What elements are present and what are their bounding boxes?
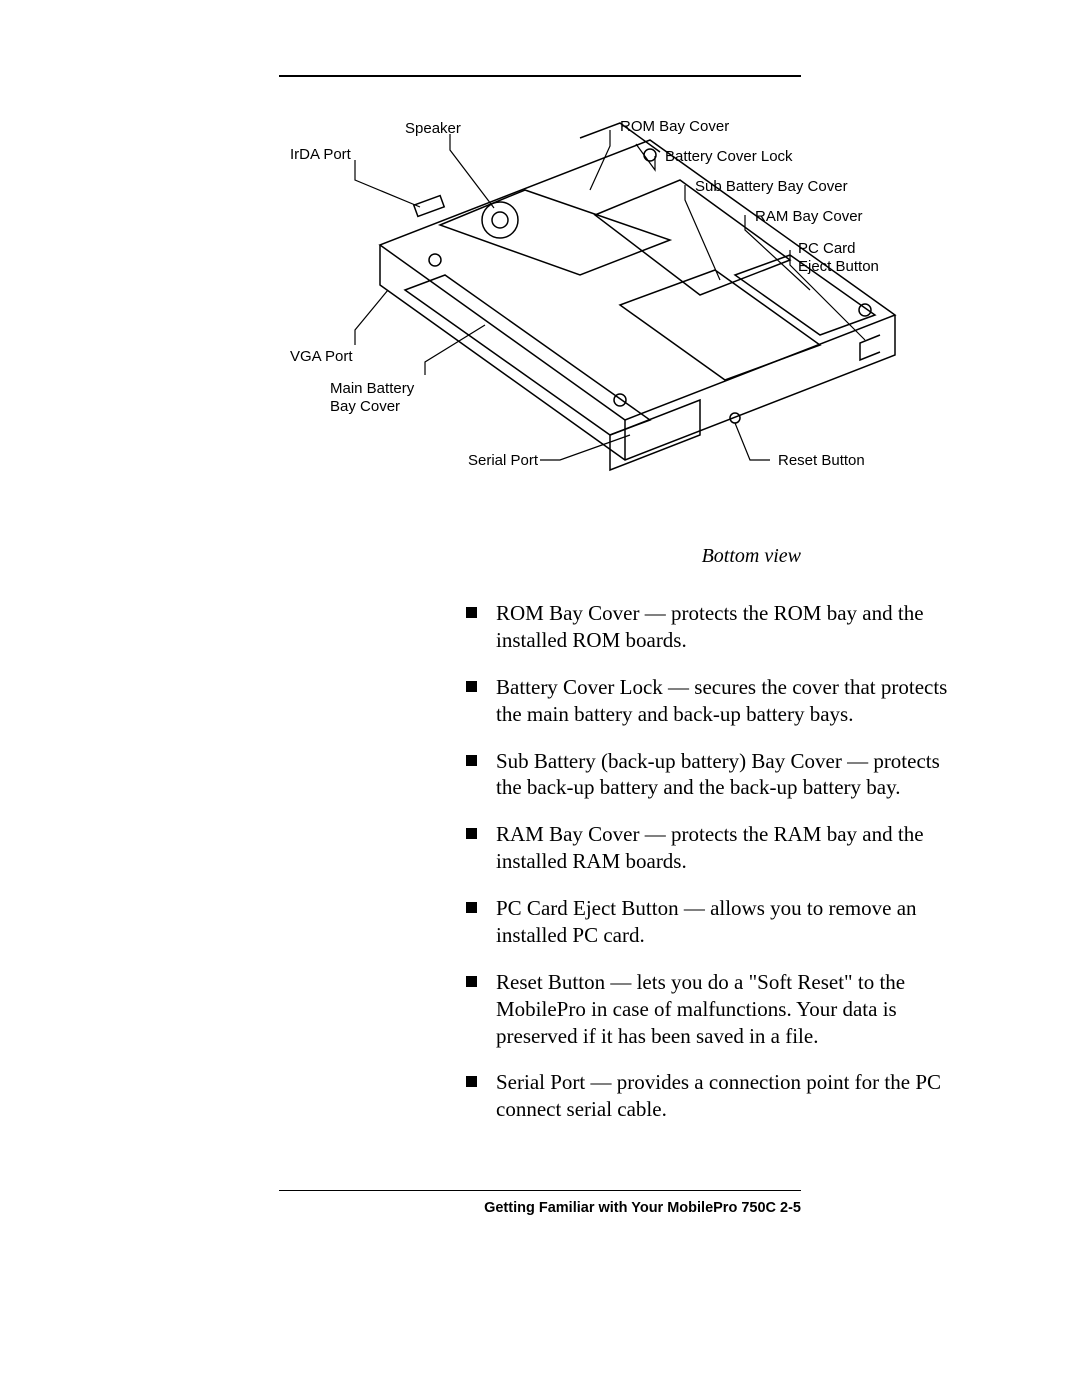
label-rom: ROM Bay Cover — [620, 118, 729, 136]
label-speaker: Speaker — [405, 120, 461, 138]
feature-list: ROM Bay Cover — protects the ROM bay and… — [460, 600, 955, 1123]
page-footer: Getting Familiar with Your MobilePro 750… — [484, 1200, 801, 1216]
bottom-view-diagram: Speaker IrDA Port VGA Port Main Battery … — [320, 100, 940, 500]
list-item: RAM Bay Cover — protects the RAM bay and… — [460, 821, 955, 875]
figure-caption: Bottom view — [702, 545, 801, 568]
list-item: PC Card Eject Button — allows you to rem… — [460, 895, 955, 949]
body-text: ROM Bay Cover — protects the ROM bay and… — [460, 600, 955, 1143]
top-rule — [279, 75, 801, 77]
list-item: Serial Port — provides a connection poin… — [460, 1069, 955, 1123]
label-reset: Reset Button — [778, 452, 865, 470]
leader-lines — [320, 100, 940, 500]
list-item: Reset Button — lets you do a "Soft Reset… — [460, 969, 955, 1050]
label-main-batt: Main Battery Bay Cover — [330, 380, 414, 416]
page: Speaker IrDA Port VGA Port Main Battery … — [0, 0, 1080, 1397]
list-item: Sub Battery (back-up battery) Bay Cover … — [460, 748, 955, 802]
label-serial: Serial Port — [468, 452, 538, 470]
bottom-rule — [279, 1190, 801, 1191]
label-ram: RAM Bay Cover — [755, 208, 863, 226]
label-sub-batt: Sub Battery Bay Cover — [695, 178, 848, 196]
label-vga: VGA Port — [290, 348, 353, 366]
list-item: ROM Bay Cover — protects the ROM bay and… — [460, 600, 955, 654]
label-pccard: PC Card Eject Button — [798, 240, 879, 276]
list-item: Battery Cover Lock — secures the cover t… — [460, 674, 955, 728]
label-irda: IrDA Port — [290, 146, 351, 164]
label-batt-lock: Battery Cover Lock — [665, 148, 793, 166]
